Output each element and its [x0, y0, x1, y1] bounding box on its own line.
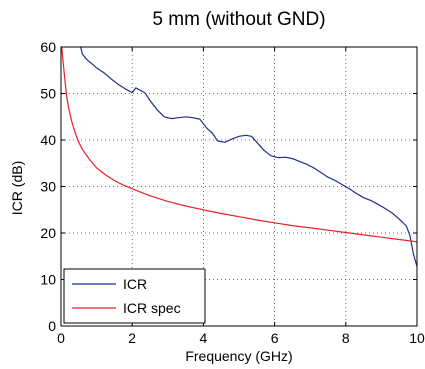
y-tick-label: 50	[40, 86, 56, 102]
y-tick-label: 20	[40, 225, 56, 241]
x-tick-label: 2	[128, 330, 136, 346]
series-layer	[62, 47, 417, 267]
chart-title: 5 mm (without GND)	[152, 9, 325, 30]
legend: ICR ICR spec	[64, 269, 205, 323]
series-line-icr-spec	[62, 47, 417, 242]
legend-label-icr: ICR	[123, 276, 147, 292]
x-tick-label: 6	[271, 330, 279, 346]
y-tick-label: 10	[40, 272, 56, 288]
x-tick-label: 0	[57, 330, 65, 346]
y-tick-label: 0	[48, 318, 56, 334]
x-tick-label: 8	[342, 330, 350, 346]
legend-label-icr-spec: ICR spec	[123, 300, 181, 316]
series-line-icr	[81, 47, 417, 267]
y-axis-label: ICR (dB)	[9, 161, 25, 215]
x-tick-label: 4	[200, 330, 208, 346]
y-tick-label: 40	[40, 132, 56, 148]
x-axis-label: Frequency (GHz)	[185, 348, 292, 364]
x-tick-label: 10	[409, 330, 425, 346]
y-tick-label: 60	[40, 39, 56, 55]
y-tick-label: 30	[40, 179, 56, 195]
